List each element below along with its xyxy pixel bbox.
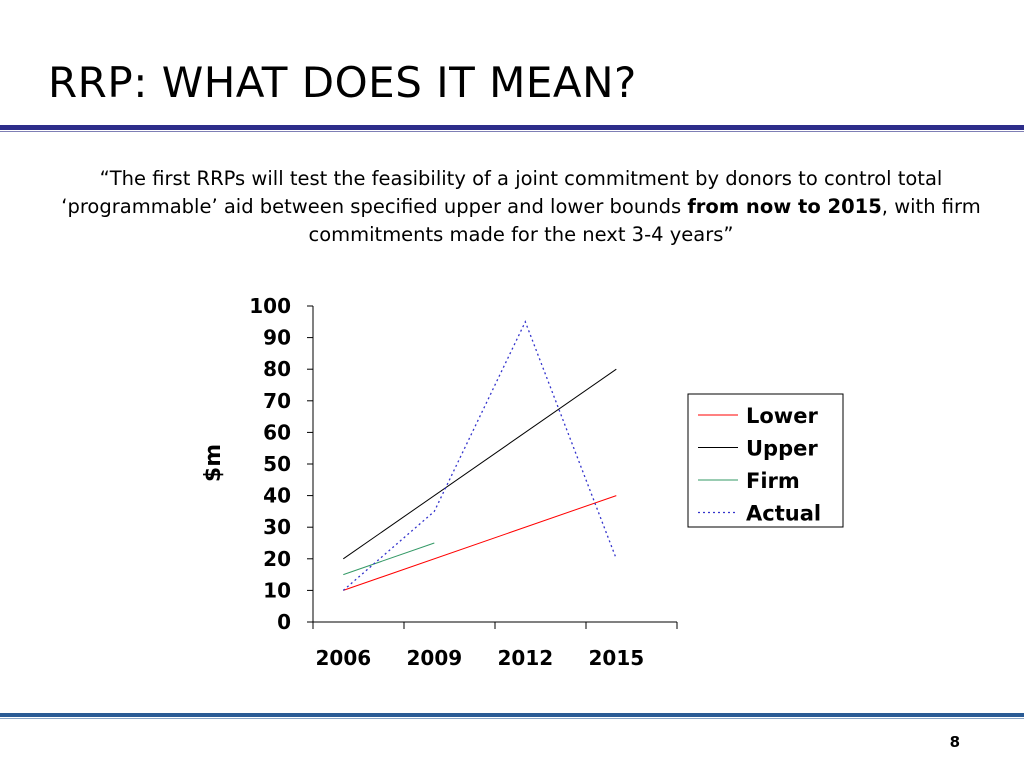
top-divider: [0, 125, 1024, 130]
legend-label-lower: Lower: [746, 404, 818, 428]
y-axis: 0 10 20 30 40 50 60 70 80 90 100: [249, 294, 314, 634]
y-tick-label: 30: [263, 515, 291, 539]
series-line-actual: [342, 320, 617, 591]
y-tick-label: 10: [263, 578, 291, 602]
y-tick-label: 20: [263, 547, 291, 571]
legend-label-upper: Upper: [746, 437, 818, 461]
y-tick-label: 60: [263, 420, 291, 444]
legend-label-actual: Actual: [746, 502, 821, 526]
x-tick-label: 2009: [406, 646, 462, 670]
slide-title: RRP: WHAT DOES IT MEAN?: [48, 58, 637, 107]
y-tick-label: 70: [263, 389, 291, 413]
series-line-firm: [343, 542, 435, 576]
quote-part-2: , with firm commitments made for the nex…: [308, 195, 981, 246]
y-axis-label: $m: [201, 444, 226, 482]
series-layer: [342, 320, 617, 591]
x-axis: 2006 2009 2012 2015: [312, 621, 678, 670]
y-tick-label: 80: [263, 357, 291, 381]
top-divider-thin: [0, 131, 1024, 132]
page-number: 8: [949, 733, 960, 751]
y-tick-label: 0: [277, 610, 291, 634]
y-tick-label: 100: [249, 294, 291, 318]
x-tick-label: 2012: [497, 646, 553, 670]
y-tick-label: 90: [263, 326, 291, 350]
legend-label-firm: Firm: [746, 469, 800, 493]
bottom-divider: [0, 713, 1024, 717]
quote-part-1: “The first RRPs will test the feasibilit…: [61, 167, 943, 218]
x-tick-label: 2015: [588, 646, 644, 670]
legend: Lower Upper Firm Actual: [687, 393, 844, 528]
quote-text: “The first RRPs will test the feasibilit…: [60, 165, 982, 249]
legend-box: [687, 393, 844, 528]
y-tick-label: 40: [263, 484, 291, 508]
bottom-divider-thin: [0, 718, 1024, 719]
series-line-lower: [343, 495, 617, 591]
x-tick-label: 2006: [315, 646, 371, 670]
series-line-upper: [343, 368, 617, 560]
y-tick-label: 50: [263, 452, 291, 476]
quote-bold: from now to 2015: [687, 195, 882, 218]
